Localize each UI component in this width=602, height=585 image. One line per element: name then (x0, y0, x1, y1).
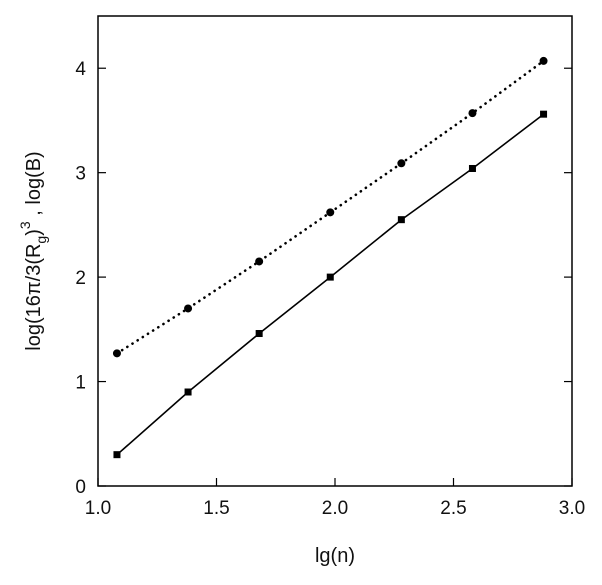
x-tick-label: 1.5 (203, 498, 229, 519)
y-tick-label: 4 (75, 59, 86, 80)
y-axis-title-superscript: 3 (17, 221, 33, 229)
series-layer (112, 56, 548, 459)
x-tick-label: 3.0 (559, 498, 585, 519)
series-0-point (112, 349, 121, 358)
series-1-point (468, 164, 476, 172)
series-0-point (255, 257, 264, 266)
series-1-point (113, 451, 121, 459)
x-tick-label: 1.0 (85, 498, 111, 519)
y-axis-title-suffix: , log(B) (23, 151, 45, 221)
series-0-line (115, 59, 545, 355)
y-axis-title: log(16π/3(Rg)3 , log(B) (17, 151, 49, 350)
plot-frame (97, 15, 573, 487)
series-0-point (468, 109, 477, 118)
series-0-point (397, 159, 406, 168)
y-tick-label: 2 (75, 268, 86, 289)
x-tick-label: 2.0 (322, 498, 348, 519)
y-axis-title-mid: ) (23, 229, 45, 236)
series-1-point (397, 216, 405, 224)
x-tick-label: 2.5 (440, 498, 466, 519)
series-0-point (184, 304, 193, 313)
y-tick-label: 0 (75, 477, 86, 498)
axis-ticks: 1.0 1.5 2.0 2.5 3.0 0 1 2 3 4 (75, 59, 585, 519)
series-1-point (184, 388, 192, 396)
series-1-point (255, 330, 263, 338)
y-axis-title-subscript: g (33, 236, 49, 244)
series-0-point (539, 56, 548, 65)
y-tick-label: 3 (75, 164, 86, 185)
series-1-point (540, 110, 548, 118)
y-tick-label: 1 (75, 373, 86, 394)
series-0-point (326, 208, 335, 217)
x-axis-title: lg(n) (315, 545, 355, 567)
y-axis-title-prefix: log(16π/3(R (23, 244, 45, 351)
series-1-point (326, 273, 334, 281)
series-1-line (116, 113, 545, 456)
